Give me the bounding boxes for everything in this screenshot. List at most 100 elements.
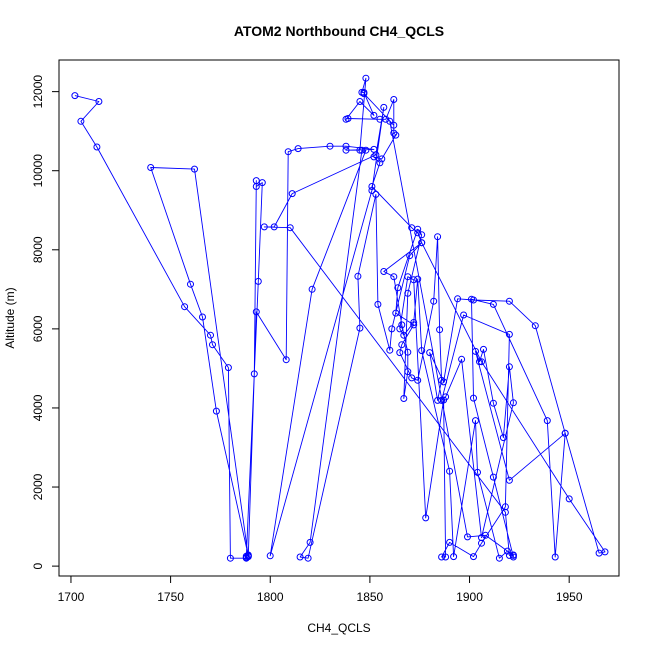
y-tick-label: 0	[31, 562, 45, 569]
data-point	[199, 313, 206, 321]
data-point	[368, 187, 376, 194]
data-point	[304, 554, 312, 562]
data-point	[440, 396, 448, 404]
data-point	[400, 395, 408, 402]
data-point	[414, 376, 422, 384]
data-point	[561, 429, 569, 437]
data-point	[404, 348, 412, 356]
y-axis: 0 2000 4000 6000 8000 10000 12000	[31, 75, 59, 569]
data-point	[458, 355, 466, 363]
data-point	[410, 276, 418, 284]
data-point	[442, 553, 450, 561]
y-tick-label: 2000	[31, 473, 45, 500]
data-point	[382, 115, 390, 123]
x-tick-label: 1950	[556, 590, 583, 604]
data-point	[374, 300, 382, 308]
data-point	[505, 476, 513, 484]
data-point	[394, 284, 402, 292]
data-point	[410, 319, 418, 326]
data-point	[505, 330, 513, 338]
data-point	[478, 539, 485, 547]
data-point	[254, 277, 262, 285]
data-point	[306, 538, 314, 546]
data-point	[503, 547, 511, 555]
data-point	[252, 308, 260, 316]
data-point	[489, 399, 497, 407]
data-point	[454, 295, 462, 303]
data-point	[342, 146, 350, 154]
data-point	[386, 117, 394, 125]
data-point	[436, 326, 444, 334]
data-point	[406, 252, 414, 260]
data-point	[480, 345, 487, 353]
x-tick-label: 1750	[157, 590, 184, 604]
data-point	[181, 303, 189, 311]
data-point	[468, 295, 475, 303]
data-point	[474, 468, 481, 476]
data-point	[95, 98, 103, 105]
data-point	[446, 467, 454, 475]
x-tick-label: 1800	[257, 590, 284, 604]
data-point	[212, 407, 220, 415]
y-axis-label: Altitude (m)	[3, 287, 17, 348]
data-point	[282, 356, 290, 364]
x-tick-label: 1700	[58, 590, 85, 604]
data-point	[388, 325, 396, 333]
data-point	[191, 165, 198, 173]
data-point	[551, 553, 559, 561]
data-point	[147, 164, 155, 171]
data-point	[400, 331, 408, 339]
data-point	[396, 349, 404, 357]
data-point	[372, 151, 380, 159]
y-tick-label: 4000	[31, 394, 45, 421]
data-point	[344, 115, 352, 122]
data-point	[252, 183, 260, 190]
data-point	[543, 417, 551, 425]
series-line	[74, 77, 606, 559]
x-tick-label: 1900	[456, 590, 483, 604]
data-point	[187, 280, 194, 288]
data-point	[601, 548, 609, 556]
data-point	[495, 554, 503, 562]
data-point	[362, 74, 370, 82]
series-points	[71, 74, 609, 562]
data-point	[531, 322, 539, 330]
data-point	[77, 117, 85, 125]
data-point	[509, 551, 517, 559]
data-point	[286, 224, 294, 232]
data-point	[372, 190, 380, 198]
data-point	[460, 311, 468, 319]
data-point	[284, 148, 292, 156]
data-point	[308, 285, 316, 293]
series-lines	[74, 77, 606, 559]
data-point	[501, 508, 509, 516]
data-point	[410, 321, 418, 329]
data-point	[482, 531, 489, 539]
x-tick-label: 1850	[357, 590, 384, 604]
data-point	[438, 553, 446, 561]
x-axis-label: CH4_QCLS	[307, 621, 370, 635]
plot-frame	[58, 59, 620, 577]
data-point	[414, 229, 422, 237]
data-point	[378, 155, 386, 163]
data-point	[386, 346, 394, 354]
data-point	[370, 111, 378, 119]
data-point	[224, 364, 232, 372]
data-point	[362, 146, 370, 154]
data-point	[93, 143, 101, 151]
data-point	[505, 363, 513, 371]
data-point	[266, 552, 274, 560]
data-point	[464, 533, 471, 541]
data-point	[398, 341, 406, 349]
data-point	[368, 183, 376, 190]
data-point	[380, 268, 388, 275]
data-point	[489, 473, 497, 481]
data-point	[390, 129, 398, 137]
chart-title: ATOM2 Northbound CH4_QCLS	[234, 23, 444, 39]
data-point	[450, 553, 458, 561]
data-point	[296, 553, 304, 561]
data-point	[356, 98, 364, 105]
data-point	[390, 121, 398, 129]
data-point	[250, 370, 258, 378]
